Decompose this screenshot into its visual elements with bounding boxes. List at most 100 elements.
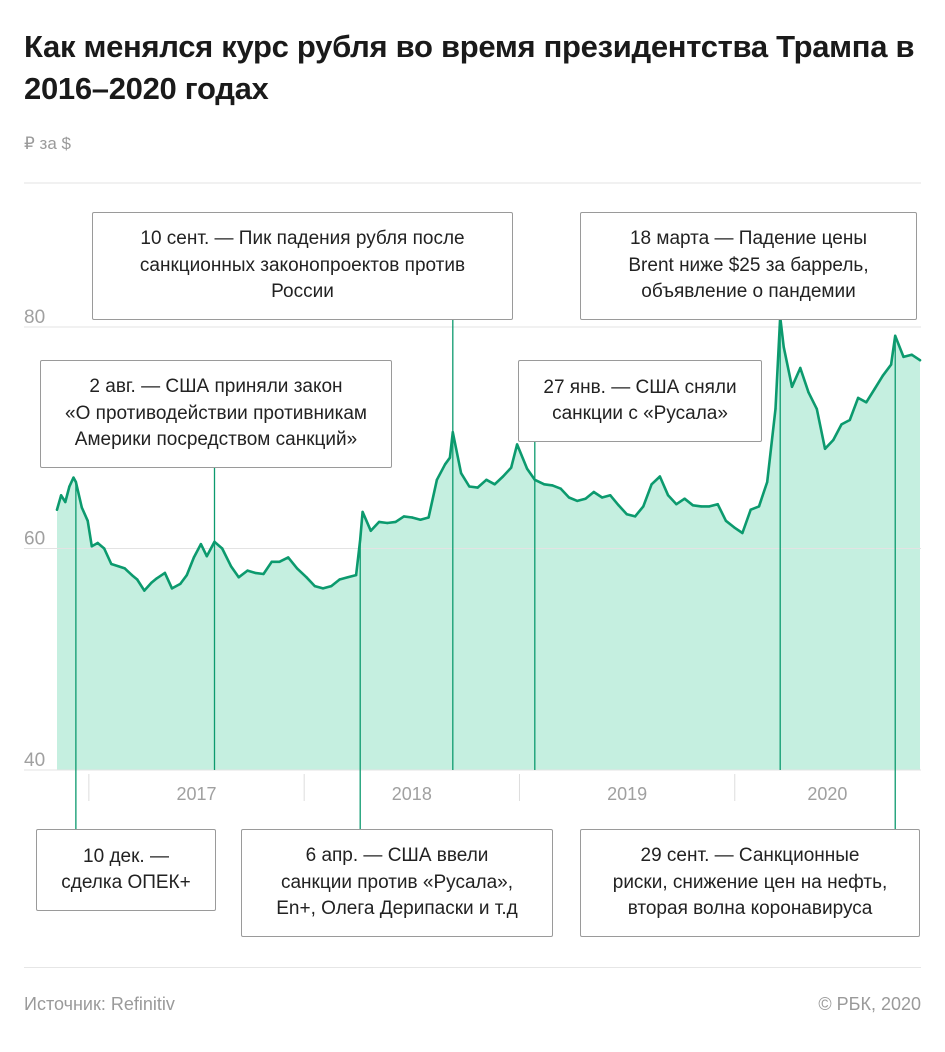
data-point	[64, 500, 67, 504]
data-point	[246, 569, 249, 572]
data-point	[110, 562, 113, 566]
chart-title: Как менялся курс рубля во время президен…	[24, 29, 915, 106]
data-point	[213, 540, 216, 543]
data-point	[617, 504, 620, 507]
data-point	[179, 582, 182, 586]
data-point	[229, 565, 233, 568]
data-point	[59, 494, 63, 497]
data-point	[55, 508, 59, 511]
annotation-text: 27 янв. — США сняли санкции с «Русала»	[543, 376, 737, 425]
data-point	[666, 494, 670, 497]
annotation-box: 10 дек. — сделка ОПЕК+	[36, 829, 216, 911]
annotation-text: 6 апр. — США ввели санкции против «Русал…	[276, 845, 518, 920]
data-point	[823, 447, 827, 450]
data-point	[476, 486, 479, 489]
data-point	[633, 515, 637, 518]
data-point	[354, 573, 358, 577]
data-point	[468, 485, 471, 488]
data-point	[270, 560, 273, 563]
data-point	[68, 485, 71, 488]
data-point	[485, 478, 488, 481]
data-point	[708, 505, 711, 508]
annotation-box: 2 авг. — США приняли закон «О противодей…	[40, 360, 392, 468]
data-point	[192, 556, 196, 559]
data-point	[361, 510, 364, 514]
data-point	[346, 576, 349, 579]
data-point	[584, 497, 587, 500]
data-point	[163, 571, 167, 575]
data-point	[117, 565, 120, 568]
data-point	[136, 578, 139, 581]
annotation-text: 10 сент. — Пик падения рубля после санкц…	[139, 228, 466, 303]
data-point	[199, 542, 203, 546]
data-point	[305, 576, 308, 579]
data-point	[592, 490, 595, 494]
y-tick-label: 80	[24, 307, 45, 328]
data-point	[262, 572, 265, 576]
data-point	[918, 359, 922, 362]
data-point	[683, 497, 686, 500]
data-point	[150, 581, 153, 584]
area-fill	[57, 317, 920, 770]
data-point	[338, 578, 341, 581]
data-point	[625, 513, 628, 516]
data-point	[170, 587, 174, 590]
data-point	[377, 520, 381, 524]
data-point	[609, 494, 612, 497]
data-point	[889, 363, 893, 366]
x-tick-label: 2019	[607, 784, 647, 804]
data-point	[757, 505, 761, 508]
annotation-box: 10 сент. — Пик падения рубля после санкц…	[92, 212, 513, 320]
data-point	[493, 483, 496, 486]
data-point	[799, 366, 802, 370]
data-point	[394, 520, 397, 524]
y-tick-label: 60	[24, 528, 45, 549]
annotation-text: 10 дек. — сделка ОПЕК+	[61, 845, 191, 894]
data-point	[103, 547, 106, 550]
data-point	[451, 431, 454, 434]
data-point	[205, 555, 208, 558]
data-point	[724, 519, 728, 522]
data-point	[419, 518, 422, 521]
data-point	[832, 438, 835, 442]
data-point	[369, 529, 372, 532]
data-point	[410, 516, 414, 519]
data-point	[443, 463, 447, 466]
data-point	[533, 478, 536, 481]
data-point	[691, 504, 695, 507]
data-point	[402, 515, 406, 518]
data-point	[807, 391, 810, 394]
data-point	[525, 467, 529, 470]
data-point	[515, 443, 519, 446]
data-point	[700, 505, 703, 508]
data-point	[766, 480, 769, 484]
data-point	[386, 521, 389, 525]
data-point	[782, 345, 785, 349]
data-point	[90, 545, 94, 548]
data-point	[559, 487, 562, 490]
data-point	[185, 573, 188, 577]
data-point	[865, 401, 868, 404]
data-point	[143, 589, 146, 592]
annotation-box: 6 апр. — США ввели санкции против «Русал…	[241, 829, 553, 937]
footer-divider	[24, 967, 921, 968]
data-point	[741, 531, 744, 535]
data-point	[815, 407, 818, 411]
data-point	[459, 472, 463, 475]
copyright-note: © РБК, 2020	[818, 994, 921, 1014]
data-point	[321, 587, 325, 590]
data-point	[881, 374, 884, 377]
data-point	[658, 475, 662, 478]
data-point	[330, 584, 333, 588]
data-point	[894, 334, 897, 337]
data-point	[873, 387, 876, 391]
series-line	[55, 315, 922, 592]
data-point	[86, 519, 89, 522]
annotation-text: 18 марта — Падение цены Brent ниже $25 з…	[628, 228, 869, 303]
annotation-box: 29 сент. — Санкционные риски, снижение ц…	[580, 829, 920, 937]
y-tick-label: 40	[24, 750, 45, 771]
annotation-box: 27 янв. — США сняли санкции с «Русала»	[518, 360, 762, 442]
data-point	[650, 483, 653, 486]
data-point	[790, 385, 794, 388]
